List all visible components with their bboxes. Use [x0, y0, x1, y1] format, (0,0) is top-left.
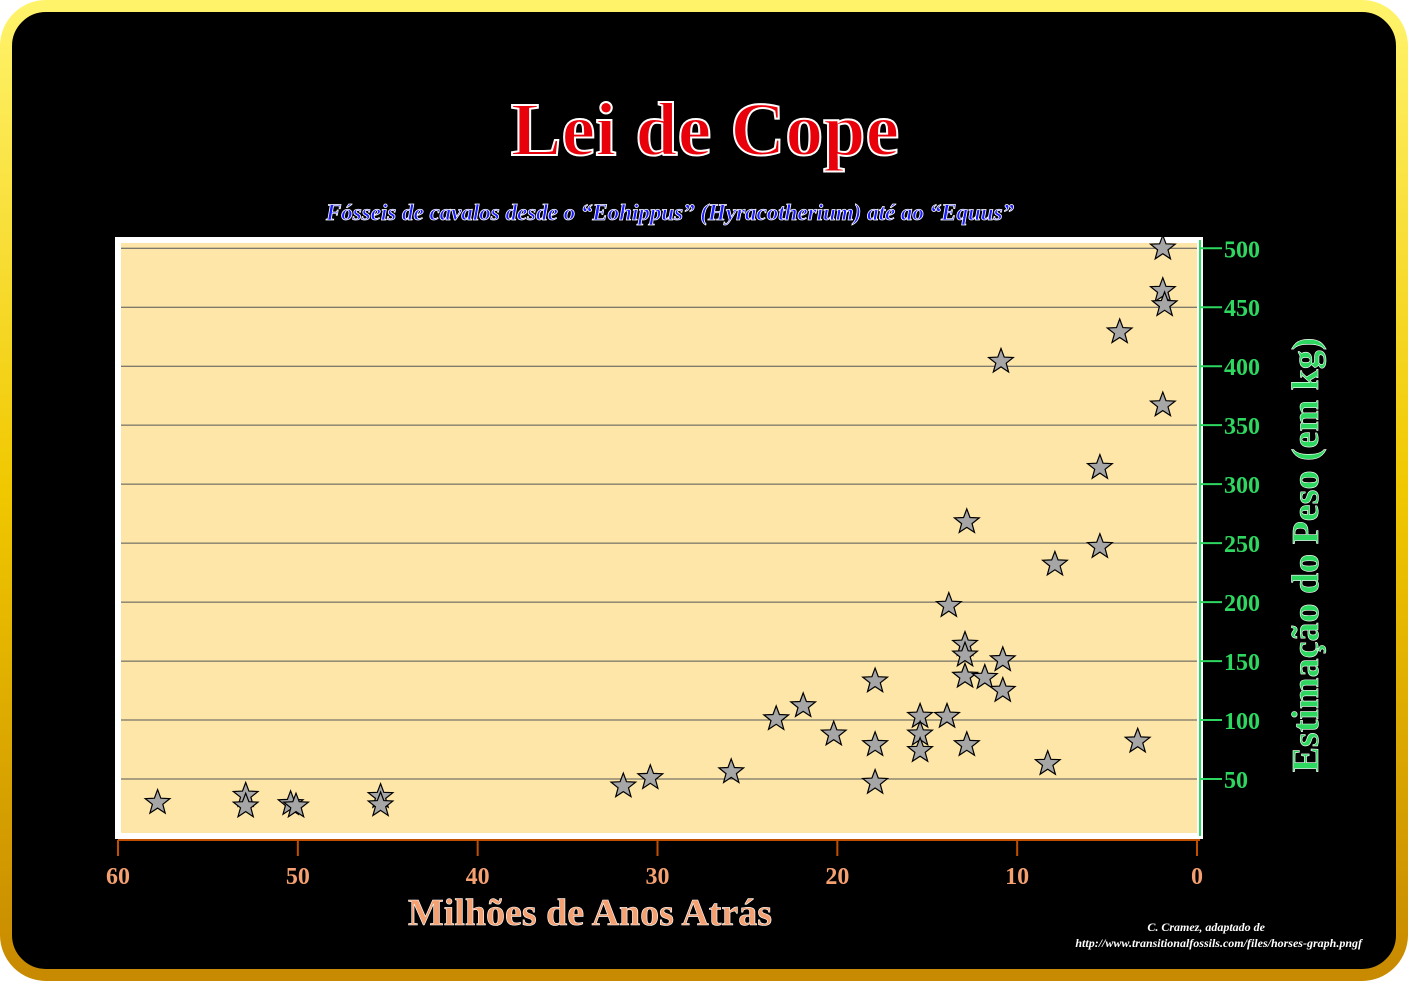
- point: [609, 771, 638, 798]
- y-axis-label: Estimação do Peso (em kg): [1285, 338, 1327, 773]
- point: [906, 736, 935, 763]
- y-tick-label: 100: [1224, 709, 1260, 735]
- point: [933, 701, 962, 729]
- point: [988, 645, 1017, 672]
- x-tick-label: 20: [825, 864, 849, 890]
- point: [789, 691, 818, 718]
- point: [986, 346, 1015, 374]
- point: [282, 791, 311, 819]
- y-tick-label: 50: [1224, 768, 1248, 794]
- y-tick-label: 500: [1224, 237, 1260, 263]
- point: [1123, 726, 1152, 754]
- point: [861, 767, 890, 795]
- point: [636, 763, 665, 790]
- point: [988, 675, 1017, 703]
- point: [970, 662, 999, 690]
- point: [951, 661, 980, 689]
- x-tick-label: 50: [286, 864, 310, 890]
- y-tick-label: 350: [1224, 414, 1260, 440]
- point: [951, 640, 980, 668]
- credit: C. Cramez, adaptado de: [1147, 920, 1265, 934]
- point: [934, 590, 963, 618]
- point: [1085, 452, 1114, 480]
- y-tick-label: 250: [1224, 532, 1260, 558]
- y-tick-label: 400: [1224, 355, 1260, 381]
- y-tick-label: 200: [1224, 591, 1260, 617]
- point: [717, 757, 746, 784]
- point: [1148, 233, 1177, 261]
- point: [1085, 531, 1114, 559]
- point: [143, 787, 172, 815]
- y-tick-label: 300: [1224, 473, 1260, 499]
- point: [861, 666, 890, 693]
- chart-subtitle: Fósseis de cavalos desde o “Eohippus” (H…: [325, 200, 1015, 225]
- point: [366, 790, 395, 817]
- chart-title: Lei de Cope: [511, 88, 899, 172]
- point: [231, 791, 260, 819]
- x-axis-label: Milhões de Anos Atrás: [408, 892, 772, 934]
- x-tick-label: 60: [106, 864, 130, 890]
- point: [952, 730, 981, 757]
- point: [1148, 390, 1177, 417]
- point: [1150, 290, 1179, 317]
- y-tick-label: 450: [1224, 296, 1260, 322]
- y-tick-label: 150: [1224, 650, 1260, 676]
- point: [952, 507, 981, 534]
- x-tick-label: 10: [1005, 864, 1029, 890]
- credit: http://www.transitionalfossils.com/files…: [1075, 936, 1363, 950]
- x-tick-label: 30: [646, 864, 670, 890]
- point: [1033, 748, 1062, 776]
- point: [1040, 549, 1069, 577]
- x-tick-label: 0: [1191, 864, 1203, 890]
- point: [1105, 317, 1134, 344]
- point: [861, 730, 890, 757]
- point: [762, 704, 791, 731]
- point: [819, 719, 848, 747]
- plot-area: [115, 237, 1203, 839]
- x-tick-label: 40: [466, 864, 490, 890]
